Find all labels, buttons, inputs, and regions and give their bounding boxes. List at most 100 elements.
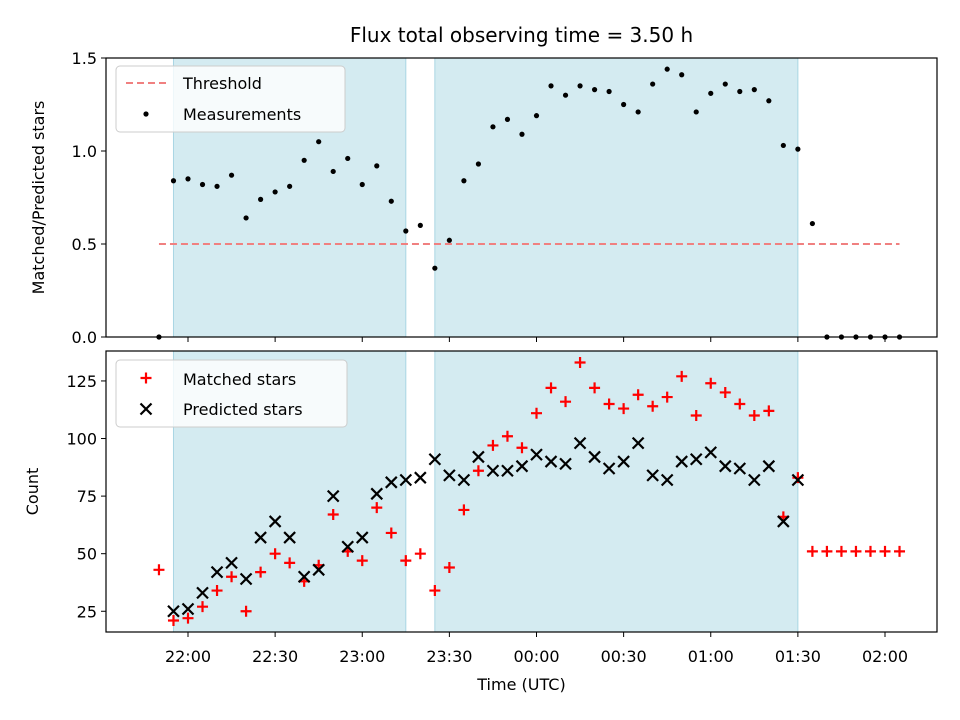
data-point xyxy=(533,113,540,119)
data-point xyxy=(562,92,569,98)
data-point xyxy=(341,540,355,554)
data-point xyxy=(544,455,558,468)
top-x-ticks xyxy=(187,337,886,342)
data-point xyxy=(591,87,598,93)
legend-threshold-label: Threshold xyxy=(182,74,262,93)
x-tick-label: 00:30 xyxy=(601,647,647,666)
y-tick-label: 0.5 xyxy=(72,235,97,254)
data-point xyxy=(312,563,325,577)
data-point xyxy=(258,196,264,202)
data-point xyxy=(268,515,282,528)
data-point xyxy=(603,398,615,410)
data-point xyxy=(530,448,543,461)
data-point xyxy=(589,382,601,394)
data-point xyxy=(457,473,471,487)
data-point xyxy=(894,545,906,557)
legend-predicted-label: Predicted stars xyxy=(183,400,303,419)
data-point xyxy=(472,450,485,464)
data-point xyxy=(545,382,557,394)
data-point xyxy=(359,181,365,188)
data-point xyxy=(284,557,296,569)
data-point xyxy=(355,531,369,544)
data-point xyxy=(689,452,703,466)
data-point xyxy=(185,176,191,182)
data-point xyxy=(385,527,397,539)
count-points xyxy=(153,357,906,626)
data-point xyxy=(588,450,601,464)
data-point xyxy=(501,430,513,442)
data-point xyxy=(679,72,685,78)
data-point xyxy=(548,83,554,89)
data-point xyxy=(272,189,278,195)
data-point xyxy=(708,90,714,96)
data-point xyxy=(374,163,380,169)
data-point xyxy=(214,183,220,189)
data-point xyxy=(417,222,423,228)
data-point xyxy=(399,473,413,487)
data-point xyxy=(835,545,847,557)
data-point xyxy=(327,509,339,521)
data-point xyxy=(225,556,238,570)
data-point xyxy=(531,407,542,419)
data-point xyxy=(864,545,876,557)
legend-matched-label: Matched stars xyxy=(183,370,296,389)
x-axis-label: Time (UTC) xyxy=(476,675,565,694)
data-point xyxy=(240,605,252,617)
data-point xyxy=(705,377,717,389)
data-point xyxy=(574,357,586,369)
data-point xyxy=(254,531,267,544)
y-tick-label: 75 xyxy=(77,487,97,506)
data-point xyxy=(143,111,149,117)
data-point xyxy=(647,400,659,412)
x-tick-label: 23:30 xyxy=(426,647,472,666)
data-point xyxy=(618,403,630,415)
data-point xyxy=(661,391,673,403)
data-point xyxy=(617,455,630,468)
y-tick-label: 25 xyxy=(77,602,97,621)
measurement-points xyxy=(156,66,903,340)
data-point xyxy=(762,459,776,473)
data-point xyxy=(748,473,761,487)
data-point xyxy=(560,396,572,408)
data-point xyxy=(345,155,351,162)
data-point xyxy=(226,571,238,583)
data-point xyxy=(182,612,194,624)
data-point xyxy=(777,515,790,528)
top-y-axis-label: Matched/Predicted stars xyxy=(29,101,48,295)
data-point xyxy=(504,116,511,122)
data-point xyxy=(487,439,499,451)
data-point xyxy=(139,402,153,416)
data-point xyxy=(239,572,253,586)
data-point xyxy=(646,469,659,482)
data-point xyxy=(287,183,293,189)
data-point xyxy=(737,88,743,95)
bottom-legend: Matched stars Predicted stars xyxy=(115,359,348,428)
data-point xyxy=(559,457,572,471)
data-point xyxy=(734,398,746,410)
x-tick-label: 22:30 xyxy=(252,647,298,666)
x-tick-label: 22:00 xyxy=(165,647,211,666)
data-point xyxy=(140,372,152,384)
x-tick-label: 23:00 xyxy=(339,647,385,666)
data-point xyxy=(577,83,583,89)
bottom-axes-frame xyxy=(105,350,938,633)
data-point xyxy=(370,487,384,501)
data-point xyxy=(879,545,891,557)
data-point xyxy=(472,465,484,477)
data-point xyxy=(632,389,644,401)
data-point xyxy=(635,109,641,115)
data-point xyxy=(676,370,688,382)
data-point xyxy=(428,452,442,466)
data-point xyxy=(446,237,452,243)
data-point xyxy=(283,531,296,544)
data-point xyxy=(766,98,772,104)
count-panel: 22:00 22:30 23:00 23:30 00:00 00:30 01:00 01:30… xyxy=(23,350,938,694)
y-tick-label: 1.0 xyxy=(72,142,97,161)
data-point xyxy=(719,386,731,398)
data-point xyxy=(475,161,482,167)
data-point xyxy=(606,88,612,95)
data-point xyxy=(650,81,656,87)
data-point xyxy=(501,464,514,478)
data-point xyxy=(791,473,805,487)
data-point xyxy=(631,436,645,450)
